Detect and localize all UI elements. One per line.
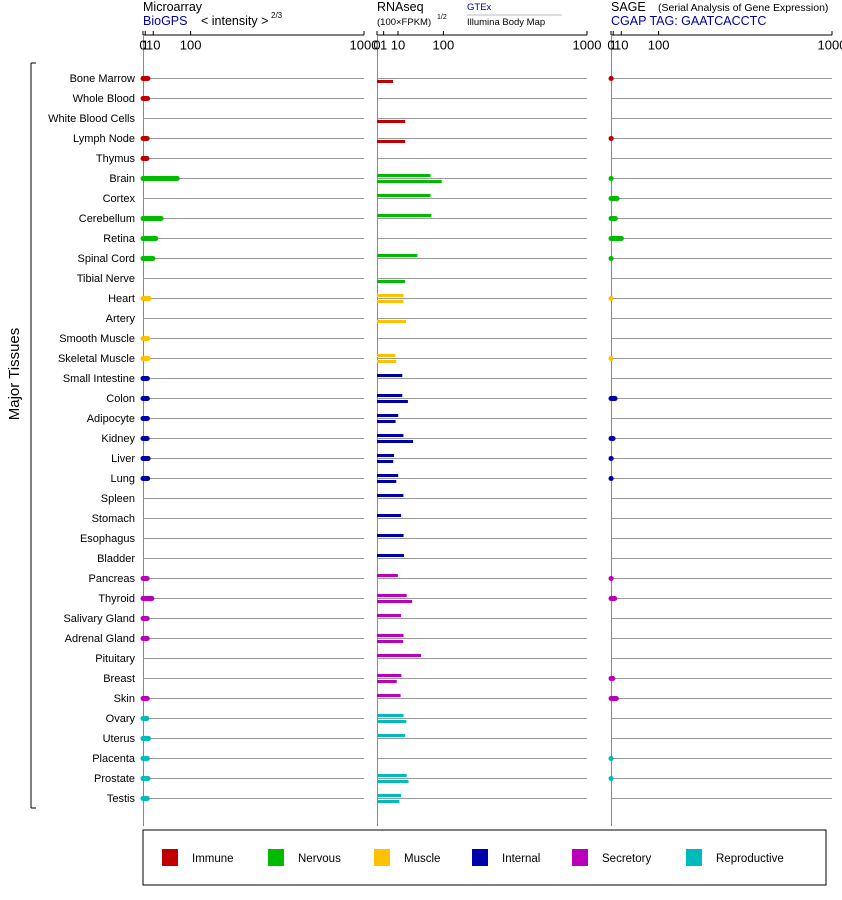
category-label: Adipocyte [87,413,135,425]
bars-layer [140,76,624,803]
category-label: Uterus [103,733,136,745]
category-label: Bladder [97,553,135,565]
category-label: Colon [106,393,135,405]
rnaseq-source-ibm: Illumina Body Map [467,17,545,28]
category-label: Whole Blood [73,93,135,105]
legend: Immune Nervous Muscle Internal Secretory Repr… [162,849,784,866]
category-label: Spinal Cord [78,253,135,265]
rnaseq-title: RNAseq [377,0,424,14]
legend-swatch [572,849,588,866]
rnaseq-tick-label: 0 [373,38,380,53]
rnaseq-tick-label: 1000 [573,38,602,53]
sage-tag: CGAP TAG: GAATCACCTC [611,14,766,28]
category-label: Thymus [96,153,136,165]
legend-label: Immune [192,853,234,865]
sage-tick-label: 10 [614,38,628,53]
sage-tick-label: 100 [648,38,670,53]
sage-title: SAGE [611,0,646,14]
category-label: Cerebellum [79,213,135,225]
category-label: Testis [107,793,136,805]
category-label: Artery [106,313,136,325]
legend-swatch [374,849,390,866]
legend-label: Internal [502,853,540,865]
category-label: Lung [111,473,135,485]
rnaseq-scale-exp: 1/2 [437,14,447,21]
category-label: Retina [103,233,136,245]
category-label: Spleen [101,493,135,505]
category-label: Pituitary [95,653,135,665]
y-axis-label: Major Tissues [6,328,23,421]
category-label: Pancreas [89,573,136,585]
legend-swatch [162,849,178,866]
category-label: Skeletal Muscle [58,353,135,365]
category-label: Bone Marrow [70,73,135,85]
axes-layer: 011010010000110100100001101001000 [139,31,842,826]
category-label: Salivary Gland [63,613,135,625]
category-label: Prostate [94,773,135,785]
category-label: Brain [109,173,135,185]
rnaseq-tick-label: 1 [380,38,387,53]
sage-tick-label: 1 [610,38,617,53]
category-label: Placenta [92,753,136,765]
category-label: Stomach [92,513,135,525]
legend-swatch [472,849,488,866]
microarray-tick-label: 100 [180,38,202,53]
rnaseq-tick-label: 10 [391,38,405,53]
rnaseq-source-gtex: GTEx [467,2,492,13]
category-label: Ovary [106,713,136,725]
category-label: Cortex [103,193,136,205]
category-label: White Blood Cells [48,113,135,125]
category-label: Smooth Muscle [59,333,135,345]
microarray-scale-exp: 2/3 [271,11,283,20]
legend-label: Reproductive [716,853,784,865]
category-label: Liver [111,453,135,465]
category-label: Tibial Nerve [77,273,135,285]
microarray-source: BioGPS [143,14,187,28]
category-label: Heart [108,293,135,305]
microarray-tick-label: 10 [146,38,160,53]
y-axis-bracket [30,62,36,809]
sage-tick-label: 1000 [818,38,842,53]
category-label: Thyroid [98,593,135,605]
microarray-tick-label: 0 [139,38,146,53]
rows-layer [143,78,832,799]
legend-swatch [268,849,284,866]
rnaseq-tick-label: 100 [433,38,455,53]
microarray-title: Microarray [143,0,203,14]
legend-label: Secretory [602,853,651,865]
category-label: Skin [114,693,135,705]
category-label: Kidney [101,433,135,445]
category-label: Esophagus [80,533,136,545]
microarray-tick-label: 1000 [350,38,379,53]
sage-subtitle: (Serial Analysis of Gene Expression) [658,2,828,14]
sage-tick-label: 0 [607,38,614,53]
category-labels: Bone Marrow Whole Blood White Blood Cells L… [48,73,136,805]
legend-swatch [686,849,702,866]
microarray-tick-label: 1 [142,38,149,53]
category-label: Adrenal Gland [65,633,135,645]
rnaseq-scale-label: (100×FPKM) [377,17,431,28]
category-label: Lymph Node [73,133,135,145]
category-label: Small Intestine [63,373,135,385]
category-label: Breast [103,673,135,685]
legend-label: Muscle [404,853,440,865]
legend-label: Nervous [298,853,341,865]
microarray-scale-label: < intensity > [201,14,268,28]
